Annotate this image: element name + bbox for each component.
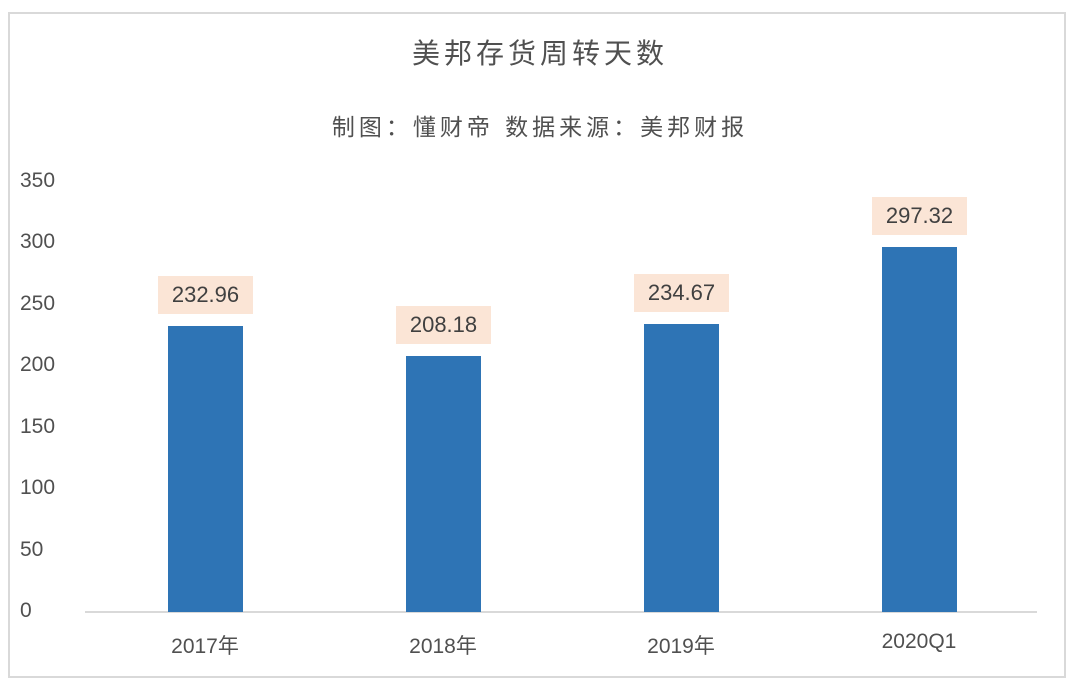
chart-title: 美邦存货周转天数 — [411, 37, 668, 70]
x-category-label: 2019年 — [647, 635, 715, 658]
data-label: 232.96 — [158, 275, 253, 314]
x-category-label: 2017年 — [171, 635, 239, 658]
x-axis-line — [85, 611, 1037, 613]
bar — [882, 246, 957, 612]
bar — [168, 325, 243, 612]
bar — [644, 323, 719, 612]
y-tick-label: 350 — [20, 169, 56, 192]
x-category-label: 2018年 — [409, 635, 477, 658]
y-tick-label: 200 — [20, 353, 56, 377]
data-label: 234.67 — [634, 273, 729, 312]
bar — [406, 356, 481, 612]
data-label: 297.32 — [872, 196, 967, 235]
y-tick-label: 50 — [20, 537, 44, 561]
data-label: 208.18 — [396, 306, 491, 345]
y-tick-label: 300 — [20, 230, 56, 254]
y-tick-label: 0 — [20, 599, 32, 622]
y-tick-label: 250 — [20, 291, 56, 315]
chart-subtitle: 制图：懂财帝 数据来源：美邦财报 — [331, 115, 749, 141]
x-category-label: 2020Q1 — [881, 630, 957, 653]
y-tick-label: 100 — [20, 476, 56, 500]
y-tick-label: 150 — [20, 414, 56, 438]
